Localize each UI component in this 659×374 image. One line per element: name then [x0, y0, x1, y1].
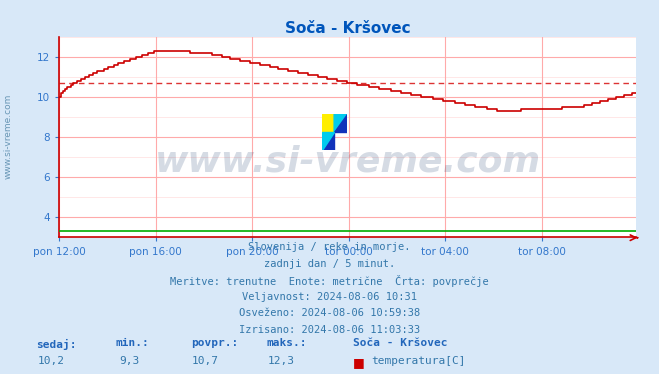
Bar [322, 114, 334, 132]
Text: 10,2: 10,2 [38, 356, 64, 367]
Text: Slovenija / reke in morje.: Slovenija / reke in morje. [248, 242, 411, 252]
Polygon shape [334, 114, 347, 132]
Text: temperatura[C]: temperatura[C] [371, 356, 465, 367]
Text: zadnji dan / 5 minut.: zadnji dan / 5 minut. [264, 259, 395, 269]
Text: 9,3: 9,3 [120, 356, 140, 367]
Text: www.si-vreme.com: www.si-vreme.com [155, 144, 540, 178]
Polygon shape [322, 132, 334, 150]
Text: povpr.:: povpr.: [191, 338, 239, 349]
Text: ■: ■ [353, 356, 364, 370]
Polygon shape [322, 132, 334, 150]
Text: Soča - Kršovec: Soča - Kršovec [353, 338, 447, 349]
Text: min.:: min.: [115, 338, 149, 349]
Text: maks.:: maks.: [267, 338, 307, 349]
Text: www.si-vreme.com: www.si-vreme.com [4, 94, 13, 179]
Text: sedaj:: sedaj: [36, 338, 76, 349]
Text: Veljavnost: 2024-08-06 10:31: Veljavnost: 2024-08-06 10:31 [242, 292, 417, 302]
Polygon shape [334, 114, 347, 132]
Text: 12,3: 12,3 [268, 356, 295, 367]
Text: 10,7: 10,7 [192, 356, 219, 367]
Title: Soča - Kršovec: Soča - Kršovec [285, 21, 411, 36]
Text: Meritve: trenutne  Enote: metrične  Črta: povprečje: Meritve: trenutne Enote: metrične Črta: … [170, 275, 489, 287]
Text: Izrisano: 2024-08-06 11:03:33: Izrisano: 2024-08-06 11:03:33 [239, 325, 420, 335]
Text: Osveženo: 2024-08-06 10:59:38: Osveženo: 2024-08-06 10:59:38 [239, 308, 420, 318]
